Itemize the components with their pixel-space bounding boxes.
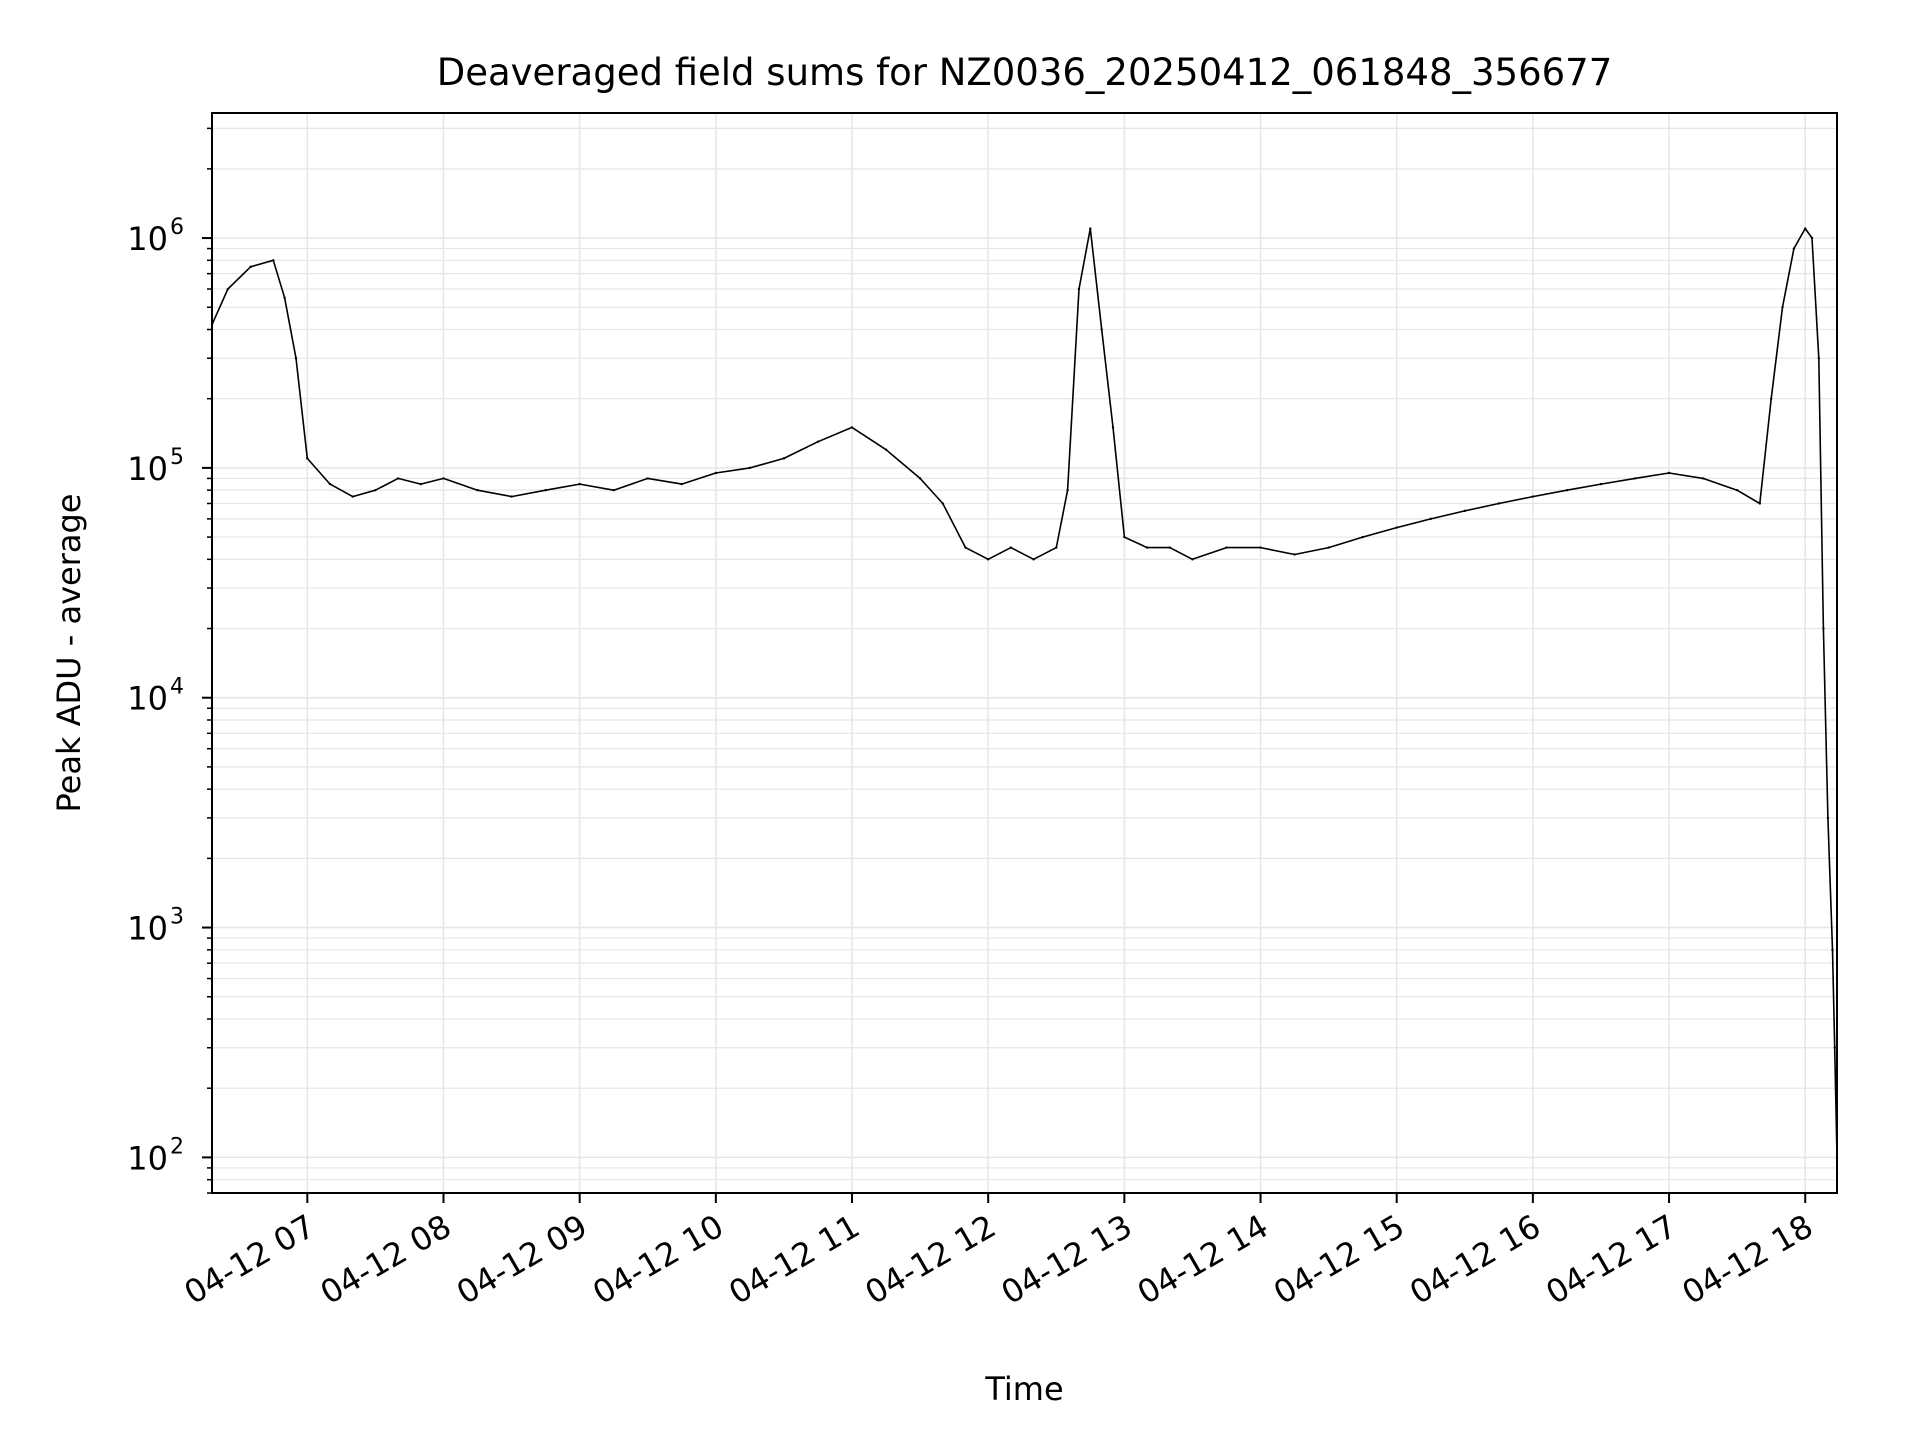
- y-tick-label: 10: [127, 910, 168, 948]
- data-point: [294, 357, 298, 360]
- data-point: [884, 448, 888, 451]
- data-point: [1817, 357, 1821, 360]
- data-point: [1066, 488, 1069, 492]
- data-point: [1701, 477, 1705, 480]
- data-point: [1781, 306, 1784, 309]
- data-point: [964, 546, 967, 549]
- data-point: [306, 457, 309, 460]
- data-point: [646, 477, 649, 480]
- plot-frame: [211, 112, 1838, 1194]
- data-point: [544, 488, 547, 492]
- data-point: [351, 495, 354, 498]
- data-point: [850, 426, 854, 429]
- y-tick-label: 10: [127, 680, 168, 718]
- x-tick-label: 04-12 12: [859, 1207, 1003, 1312]
- data-point: [249, 265, 252, 268]
- x-tick-label: 04-12 07: [178, 1207, 322, 1312]
- data-point: [1089, 227, 1092, 230]
- data-point: [510, 495, 513, 498]
- data-point: [1055, 546, 1058, 549]
- series-layer: [210, 227, 1839, 1159]
- y-tick-exponent: 3: [170, 905, 184, 930]
- data-point: [1395, 526, 1398, 529]
- data-point: [1497, 502, 1501, 505]
- data-point: [1123, 535, 1126, 539]
- data-point: [396, 477, 400, 480]
- data-point: [714, 471, 718, 475]
- x-tick-label: 04-12 16: [1403, 1207, 1547, 1312]
- data-point: [419, 482, 422, 486]
- x-tick-label: 04-12 13: [995, 1207, 1139, 1312]
- x-tick-label: 04-12 10: [586, 1207, 730, 1312]
- y-tick-label: 10: [127, 450, 168, 488]
- data-point: [1633, 477, 1637, 480]
- x-tick-label: 04-12 08: [314, 1207, 458, 1312]
- data-point: [374, 488, 377, 492]
- data-point: [1667, 471, 1671, 475]
- data-point: [1599, 482, 1603, 486]
- data-point: [578, 482, 581, 486]
- data-point: [612, 488, 615, 492]
- chart-title: Deaveraged field sums for NZ0036_2025041…: [437, 51, 1613, 94]
- x-tick-label: 04-12 15: [1267, 1207, 1411, 1312]
- data-point: [1826, 816, 1830, 820]
- data-point: [1361, 535, 1364, 539]
- data-point: [1758, 502, 1762, 505]
- x-tick-label: 04-12 09: [450, 1207, 594, 1312]
- data-point: [1429, 517, 1432, 521]
- x-tick-label: 04-12 17: [1539, 1207, 1683, 1312]
- data-point: [1463, 509, 1466, 513]
- data-point: [1100, 328, 1103, 331]
- data-point: [1168, 546, 1171, 549]
- data-point: [1111, 426, 1115, 429]
- y-tick-label: 10: [127, 1139, 168, 1177]
- data-point: [226, 287, 230, 291]
- data-point: [1032, 558, 1035, 561]
- data-point: [1735, 488, 1739, 492]
- data-point: [1822, 627, 1825, 630]
- data-point: [1531, 495, 1535, 498]
- data-point: [1565, 488, 1569, 492]
- data-point: [476, 488, 479, 492]
- data-point: [918, 477, 922, 480]
- y-tick-exponent: 2: [170, 1134, 184, 1159]
- x-axis-label: Time: [984, 1370, 1063, 1408]
- data-point: [1327, 546, 1330, 549]
- data-point: [442, 477, 445, 480]
- data-point: [1769, 397, 1773, 400]
- y-tick-label: 10: [127, 220, 168, 258]
- data-point: [1792, 247, 1796, 250]
- data-point: [1145, 546, 1149, 549]
- data-point: [328, 482, 332, 486]
- data-point: [941, 502, 944, 505]
- data-point: [782, 457, 786, 460]
- data-point: [1810, 236, 1814, 240]
- y-axis-label: Peak ADU - average: [50, 494, 88, 813]
- data-point: [1293, 553, 1296, 556]
- series-line: [211, 227, 1838, 1158]
- y-tick-exponent: 6: [170, 215, 184, 240]
- data-point: [1833, 1046, 1836, 1049]
- data-point: [1077, 287, 1081, 291]
- data-point: [283, 296, 286, 299]
- x-tick-label: 04-12 14: [1131, 1207, 1275, 1312]
- y-tick-exponent: 4: [170, 675, 184, 700]
- x-tick-label: 04-12 11: [722, 1207, 866, 1312]
- data-point: [1259, 546, 1262, 549]
- y-tick-exponent: 5: [170, 445, 184, 470]
- data-point: [748, 466, 752, 470]
- data-point: [680, 482, 683, 486]
- data-point: [986, 558, 990, 561]
- grid: [212, 113, 1837, 1194]
- data-point: [816, 440, 820, 443]
- data-point: [1804, 227, 1807, 230]
- data-point: [1831, 948, 1834, 952]
- x-tick-label: 04-12 18: [1676, 1207, 1820, 1312]
- data-point: [1009, 546, 1013, 549]
- data-point: [272, 259, 275, 262]
- data-point: [1225, 546, 1228, 549]
- data-point: [1191, 558, 1194, 561]
